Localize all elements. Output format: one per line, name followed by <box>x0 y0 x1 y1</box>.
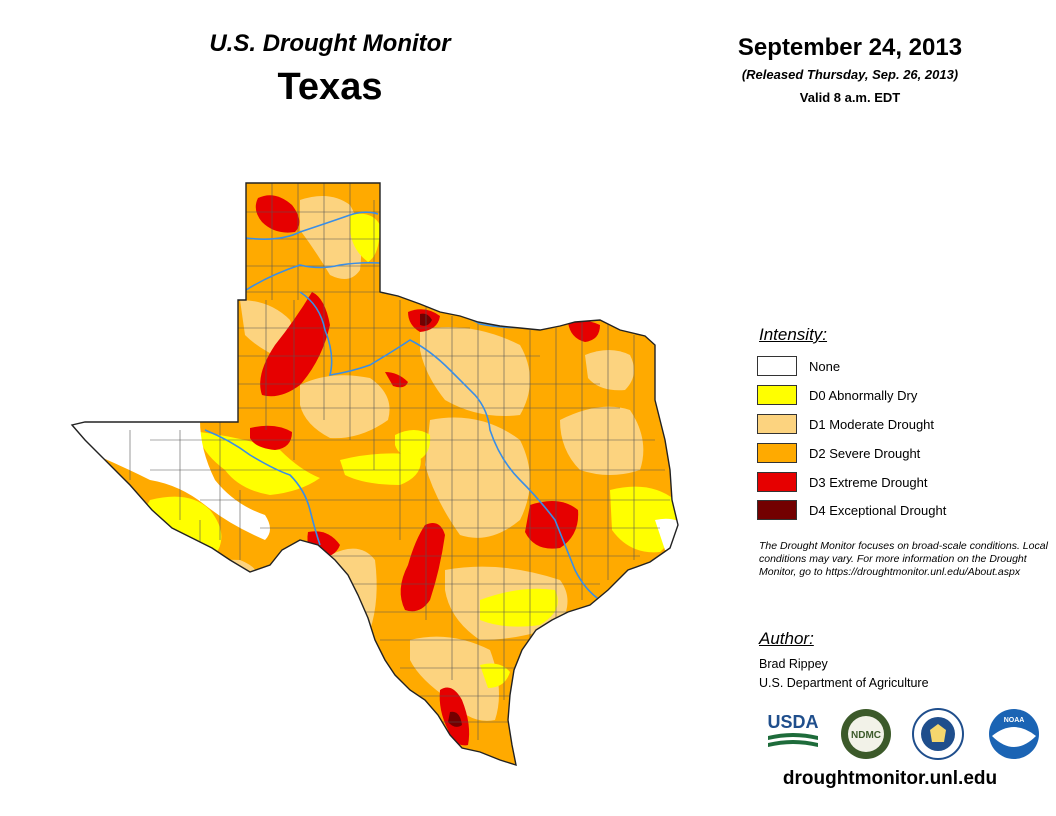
legend-swatch <box>757 443 797 463</box>
legend-swatch <box>757 500 797 520</box>
ndmc-logo-text: NDMC <box>851 730 881 741</box>
d3-area-northeast <box>568 320 600 342</box>
legend-item: D1 Moderate Drought <box>757 413 934 435</box>
d3-area-hill-country <box>400 522 445 612</box>
d0-area-coastal-bend <box>480 588 558 627</box>
d0-area-central-west <box>395 430 431 462</box>
legend-label: D3 Extreme Drought <box>809 474 928 490</box>
no-drought-area-southeast <box>655 518 678 551</box>
county-lines <box>129 183 670 740</box>
legend-title: Intensity: <box>759 325 828 344</box>
legend-label: D4 Exceptional Drought <box>809 502 947 518</box>
map-date: September 24, 2013 <box>737 34 963 61</box>
brazos-river <box>299 291 601 601</box>
legend-label: D2 Severe Drought <box>809 445 921 461</box>
noaa-logo[interactable]: NOAA <box>988 708 1040 760</box>
state-title: Texas <box>277 66 383 108</box>
legend-label: D0 Abnormally Dry <box>809 387 918 403</box>
d1-area-south <box>410 636 499 721</box>
d0-area-panhandle <box>350 213 380 262</box>
d3-area-permian <box>250 425 292 450</box>
pecos-river <box>204 429 321 546</box>
d1-area-edwards-plateau <box>330 548 377 630</box>
d0-area-concho <box>340 453 421 485</box>
noaa-logo-text: NOAA <box>1004 717 1025 724</box>
d0-area-coast <box>480 663 510 688</box>
legend-item: None <box>757 355 840 377</box>
ndmc-logo[interactable]: NDMC <box>840 708 892 760</box>
d1-area-north-central <box>420 327 530 416</box>
usda-logo[interactable]: USDA <box>766 708 820 752</box>
website-link[interactable]: droughtmonitor.unl.edu <box>782 768 998 789</box>
legend-item: D2 Severe Drought <box>757 442 920 464</box>
d1-area-rolling-plains <box>300 375 390 439</box>
monitor-title: U.S. Drought Monitor <box>209 30 451 57</box>
legend-item: D0 Abnormally Dry <box>757 384 917 406</box>
author-title: Author: <box>759 629 814 648</box>
d3-area-east-central <box>525 501 579 549</box>
legend-swatch <box>757 385 797 405</box>
valid-time: Valid 8 a.m. EDT <box>799 90 901 105</box>
legend-label: None <box>809 358 841 374</box>
texas-drought-map <box>71 182 679 766</box>
legend-item: D4 Exceptional Drought <box>757 499 946 521</box>
release-date: (Released Thursday, Sep. 26, 2013) <box>741 67 959 82</box>
legend-swatch <box>757 472 797 492</box>
legend-label: D1 Moderate Drought <box>809 416 935 432</box>
legend-swatch <box>757 414 797 434</box>
d0-area-southeast <box>610 486 676 553</box>
usda-logo-text: USDA <box>767 712 818 732</box>
d0-area-west <box>200 432 320 495</box>
author-name: Brad Rippey <box>759 657 828 671</box>
drought-monitor-note: The Drought Monitor focuses on broad-sca… <box>759 540 1048 578</box>
no-drought-area-el-paso <box>72 420 270 540</box>
d1-area-northeast <box>585 350 634 391</box>
commerce-seal-logo[interactable] <box>912 708 964 760</box>
author-organization: U.S. Department of Agriculture <box>759 676 929 690</box>
legend-item: D3 Extreme Drought <box>757 471 928 493</box>
legend-swatch <box>757 356 797 376</box>
d4-area-south-texas <box>448 711 462 727</box>
canadian-river <box>245 211 379 240</box>
prairie-dog-town-fork <box>245 261 381 291</box>
d1-area-east <box>560 406 644 475</box>
d3-area-north-panhandle <box>255 195 300 233</box>
d3-area-rolling-plains <box>385 372 408 388</box>
d3-area-south-plains <box>260 292 330 397</box>
